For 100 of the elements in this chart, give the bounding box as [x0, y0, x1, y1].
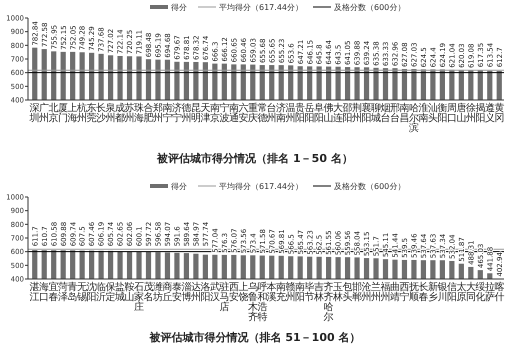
- x-tick-label: 拉萨: [484, 281, 495, 303]
- x-tick-label: 遵义: [484, 102, 495, 124]
- x-tick-label: 曲靖: [390, 281, 400, 303]
- x-tick-label: 南充: [276, 281, 286, 303]
- x-tick-label: 沧州: [362, 281, 372, 303]
- x-tick-label: 长沙: [96, 102, 106, 124]
- x-tick-label: 湛江: [30, 281, 40, 303]
- x-tick-label: 临沂: [96, 281, 106, 303]
- x-tick-label: 驻马店: [219, 281, 230, 313]
- x-tick-label: 东莞: [86, 102, 97, 124]
- x-tick-label: 武汉: [210, 281, 220, 303]
- x-tick-label: 南京: [210, 102, 220, 124]
- x-tick-label: 银川: [436, 282, 448, 303]
- x-tick-label: 天津: [200, 103, 210, 124]
- x-tick-label: 汕头: [428, 102, 438, 124]
- x-tick-label: 黄冈: [494, 102, 504, 124]
- x-tick-label: 吉林: [313, 281, 324, 303]
- x-tick-label: 周口: [446, 103, 457, 124]
- x-tick-label: 徐州: [466, 102, 476, 124]
- x-tick-label: 赣州: [286, 281, 296, 303]
- x-tick-label: 厦门: [58, 103, 68, 124]
- x-tick-label: 石家庄: [134, 282, 144, 313]
- x-tick-label: 玉林: [332, 282, 344, 303]
- x-tick-label: 海口: [39, 281, 50, 303]
- x-tick-label: 呼和浩特: [257, 281, 268, 323]
- x-tick-label: 鞍山: [124, 281, 135, 303]
- x-tick-label: 沈阳: [86, 281, 97, 303]
- x-tick-label: 苏州: [124, 102, 135, 124]
- legend-label: 得分: [171, 182, 187, 191]
- x-tick-label: 唐山: [456, 102, 466, 124]
- x-tick-label: 茂名: [144, 281, 154, 303]
- x-tick-label: 泰安: [172, 282, 182, 303]
- x-tick-label: 喀什: [494, 281, 504, 303]
- x-tick-label: 邯郸: [352, 281, 362, 303]
- x-tick-label: 信阳: [446, 281, 457, 303]
- x-tick-label: 西安: [228, 282, 239, 303]
- x-tick-label: 南通: [228, 102, 239, 124]
- x-tick-label: 哈尔滨: [408, 102, 419, 134]
- x-tick-label: 南昌: [399, 102, 410, 124]
- x-tick-label: 襄阳: [362, 102, 372, 124]
- x-tick-label: 太原: [456, 281, 466, 303]
- legend-label: 及格分数（600分）: [334, 182, 406, 191]
- x-tick-label: 广州: [39, 102, 50, 124]
- x-tick-label: 济宁: [172, 102, 182, 124]
- x-tick-label: 成都: [115, 102, 126, 124]
- x-tick-label: 达州: [190, 281, 201, 303]
- text: 被评估城市得分情况（排名 51－100 名）: [148, 331, 360, 344]
- x-tick-label: 淮南: [418, 102, 428, 124]
- x-tick-label: 重庆: [248, 102, 258, 124]
- x-tick-label: 上饶: [237, 281, 248, 303]
- x-tick-label: 齐齐哈尔: [324, 281, 334, 323]
- x-tick-label: 毕节: [304, 281, 315, 303]
- x-tick-label: 济南: [276, 102, 286, 124]
- x-tick-label: 洛阳: [200, 281, 210, 303]
- x-tick-label: 北京: [48, 102, 59, 124]
- x-tick-label: 菏泽: [58, 281, 68, 303]
- x-tick-label: 潍坊: [152, 281, 163, 303]
- x-tick-label: 上海: [68, 102, 78, 124]
- x-tick-label: 南阳: [295, 281, 306, 303]
- x-tick-label: 台州: [266, 102, 277, 124]
- x-tick-label: 西宁: [399, 282, 410, 303]
- x-tick-label: 商丘: [162, 281, 172, 303]
- x-tick-label: 六安: [238, 102, 248, 124]
- x-tick-label: 温州: [286, 102, 296, 124]
- x-tick-label: 乌鲁木齐: [248, 281, 258, 323]
- x-tick-label: 揭阳: [475, 102, 486, 124]
- legend-label: 平均得分（617.44分）: [219, 3, 303, 12]
- x-tick-label: 包头: [342, 281, 353, 303]
- x-tick-label: 宁波: [219, 102, 230, 124]
- x-tick-label: 本溪: [266, 281, 277, 303]
- x-tick-label: 兰州: [371, 281, 382, 303]
- x-tick-label: 衡阳: [437, 102, 448, 124]
- x-tick-label: 无锡: [76, 282, 88, 303]
- x-tick-label: 昆明: [190, 103, 201, 124]
- x-tick-label: 聊城: [370, 102, 382, 124]
- x-tick-label: 邢台: [390, 103, 400, 124]
- text: 被评估城市得分情况（排名 1－50 名）: [156, 152, 353, 165]
- x-tick-label: 阜阳: [314, 102, 324, 124]
- x-tick-label: 邵阳: [342, 103, 353, 124]
- x-tick-label: 新乡: [428, 281, 438, 303]
- legend-label: 得分: [171, 3, 187, 12]
- x-tick-label: 大同: [466, 281, 476, 303]
- x-tick-label: 深圳: [28, 102, 40, 124]
- x-tick-label: 保定: [106, 282, 116, 303]
- x-tick-label: 荆州: [352, 102, 362, 124]
- x-tick-label: 抚顺: [408, 281, 419, 303]
- x-tick-label: 大连: [333, 102, 344, 124]
- x-tick-label: 南宁: [162, 102, 172, 124]
- x-tick-label: 郑州: [152, 102, 163, 124]
- x-tick-label: 贵阳: [295, 102, 306, 124]
- legend-label: 及格分数（600分）: [334, 3, 406, 12]
- x-tick-label: 杭州: [76, 102, 88, 124]
- x-tick-label: 德州: [181, 103, 192, 124]
- x-tick-label: 盐城: [114, 281, 126, 303]
- x-tick-label: 泉州: [106, 102, 116, 124]
- legend-label: 平均得分（617.44分）: [219, 182, 303, 191]
- x-tick-label: 福州: [380, 281, 390, 303]
- x-tick-label: 珠海: [134, 102, 144, 124]
- x-tick-label: 烟台: [380, 102, 390, 124]
- x-tick-label: 淄博: [181, 281, 192, 303]
